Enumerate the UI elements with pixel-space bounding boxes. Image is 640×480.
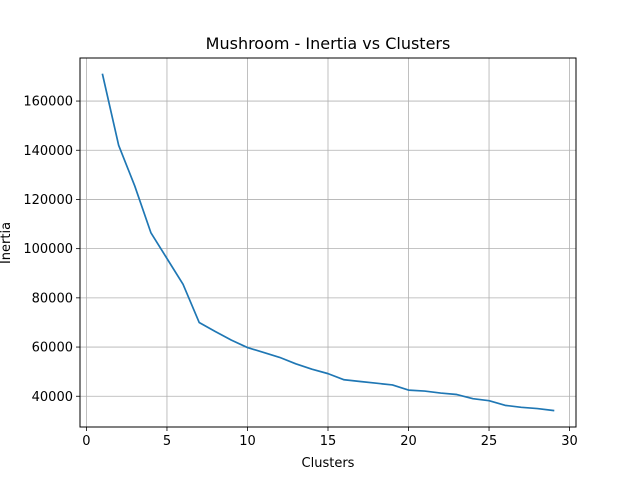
data-point	[360, 381, 361, 382]
data-point	[472, 398, 473, 399]
data-point	[118, 145, 119, 146]
data-point	[440, 392, 441, 393]
data-point	[456, 394, 457, 395]
x-tick-label: 20	[400, 434, 417, 449]
y-tick-label: 100000	[23, 242, 73, 257]
data-point	[408, 390, 409, 391]
data-point	[553, 410, 554, 411]
y-tick-label: 120000	[23, 193, 73, 208]
data-point	[537, 408, 538, 409]
x-axis-ticks: 0 5 10 15 20 25 30	[82, 427, 578, 449]
y-axis-label: Inertia	[0, 222, 14, 264]
data-point	[327, 373, 328, 374]
y-tick-label: 80000	[32, 291, 73, 306]
data-point	[505, 405, 506, 406]
data-point	[263, 352, 264, 353]
x-tick-label: 0	[82, 434, 90, 449]
data-point	[295, 363, 296, 364]
data-point	[102, 74, 103, 75]
y-axis-ticks: 40000 60000 80000 100000 120000 140000 160000	[23, 95, 80, 405]
data-point	[521, 407, 522, 408]
y-tick-label: 160000	[23, 95, 73, 110]
data-point	[231, 340, 232, 341]
grid-lines	[80, 58, 576, 427]
x-tick-label: 15	[320, 434, 337, 449]
data-point	[215, 331, 216, 332]
y-tick-label: 60000	[32, 341, 73, 356]
data-point	[166, 258, 167, 259]
series-layer	[101, 73, 555, 412]
data-point	[279, 357, 280, 358]
x-tick-label: 5	[163, 434, 171, 449]
chart-title: Mushroom - Inertia vs Clusters	[206, 34, 451, 53]
data-point	[182, 284, 183, 285]
y-tick-label: 140000	[23, 144, 73, 159]
data-point	[311, 369, 312, 370]
data-point	[424, 390, 425, 391]
x-tick-label: 30	[561, 434, 578, 449]
data-point	[392, 384, 393, 385]
data-point	[488, 400, 489, 401]
y-tick-label: 40000	[32, 390, 73, 405]
data-point	[376, 383, 377, 384]
x-axis-label: Clusters	[302, 456, 355, 471]
data-point	[247, 347, 248, 348]
data-point	[344, 379, 345, 380]
data-point	[134, 185, 135, 186]
x-tick-label: 10	[239, 434, 256, 449]
data-point	[199, 322, 200, 323]
plot-area: 0 5 10 15 20 25 30 40000 60000 80000 100000 120000…	[23, 57, 578, 449]
series-line	[101, 73, 555, 412]
x-tick-label: 25	[481, 434, 498, 449]
data-point	[150, 232, 151, 233]
